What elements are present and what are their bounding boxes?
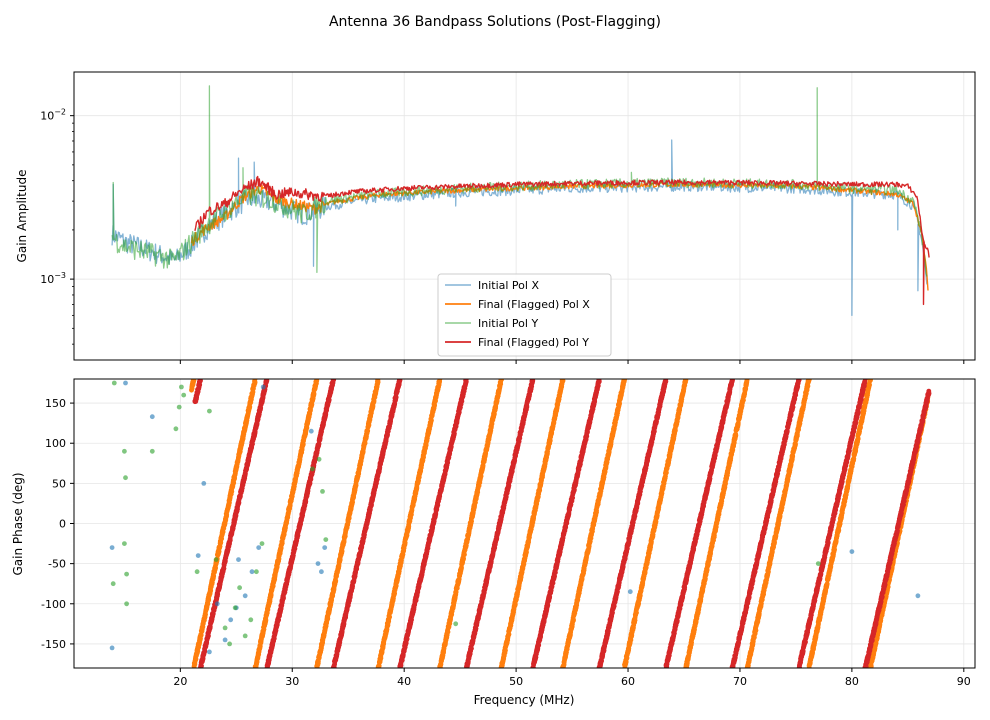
phase-point — [421, 454, 426, 460]
phase-point — [423, 442, 429, 448]
phase-point — [406, 524, 412, 529]
phase-point — [378, 655, 384, 661]
legend-frame — [437, 273, 612, 357]
phase-point — [437, 379, 443, 382]
phase-point — [333, 578, 339, 584]
phase-series — [109, 379, 932, 668]
phase-point — [832, 547, 837, 552]
legend-label-initial-x: Initial Pol X — [478, 279, 539, 292]
amp-legend: Initial Pol X Final (Flagged) Pol X Init… — [437, 273, 612, 357]
phase-point — [270, 583, 276, 589]
amp-y-tick-exponent: −2 — [54, 108, 66, 117]
legend-label-initial-y: Initial Pol Y — [478, 317, 538, 330]
phase-point — [247, 404, 253, 410]
phase-point — [375, 379, 381, 385]
phase-point — [216, 549, 222, 554]
amp-series — [111, 85, 930, 317]
phase-point — [414, 485, 420, 491]
phase-point — [499, 379, 504, 383]
amp-y-tick-label: 10−3 — [40, 271, 66, 286]
phase-point — [252, 379, 258, 385]
phase-point — [314, 379, 320, 383]
amp-x-ticks — [179, 360, 965, 364]
phase-point — [211, 573, 217, 579]
phase-point — [268, 592, 274, 598]
legend-label-final-x: Final (Flagged) Pol X — [478, 298, 590, 311]
phase-point — [673, 428, 678, 433]
phase-point — [362, 440, 368, 446]
amp-y-tick-label: 10−2 — [40, 108, 66, 123]
phase-point — [445, 629, 451, 635]
phase-point — [191, 379, 197, 383]
amplitude-panel: 10−3 10−2 Gain Amplitude Initial Pol X Fi… — [15, 71, 976, 364]
phase-point — [263, 617, 269, 623]
phase-point — [279, 540, 285, 546]
phase-point — [353, 483, 359, 488]
amp-line-final-flagged-pol-y — [194, 175, 930, 306]
phase-point — [634, 610, 639, 616]
phase-point — [469, 518, 474, 524]
phase-point — [429, 417, 434, 423]
amp-y-ticks: 10−3 10−2 — [40, 108, 74, 345]
phase-point — [311, 391, 317, 397]
phase-point — [229, 489, 235, 494]
phase-point — [198, 632, 204, 638]
phase-point — [387, 614, 392, 620]
phase-point — [733, 433, 739, 438]
amp-line-initial-pol-y — [111, 85, 928, 277]
amp-axes-frame — [73, 71, 976, 361]
phase-point — [432, 403, 437, 408]
phase-point — [365, 428, 371, 434]
phase-point — [304, 425, 310, 431]
amp-ylabel: Gain Amplitude — [15, 170, 29, 263]
phase-point — [498, 381, 504, 387]
phase-point — [503, 648, 508, 653]
amp-y-tick-exponent: −3 — [54, 271, 66, 280]
amp-line-initial-pol-x — [111, 139, 928, 317]
figure-title: Antenna 36 Bandpass Solutions (Post-Flag… — [329, 14, 661, 30]
legend-label-final-y: Final (Flagged) Pol Y — [478, 336, 589, 349]
